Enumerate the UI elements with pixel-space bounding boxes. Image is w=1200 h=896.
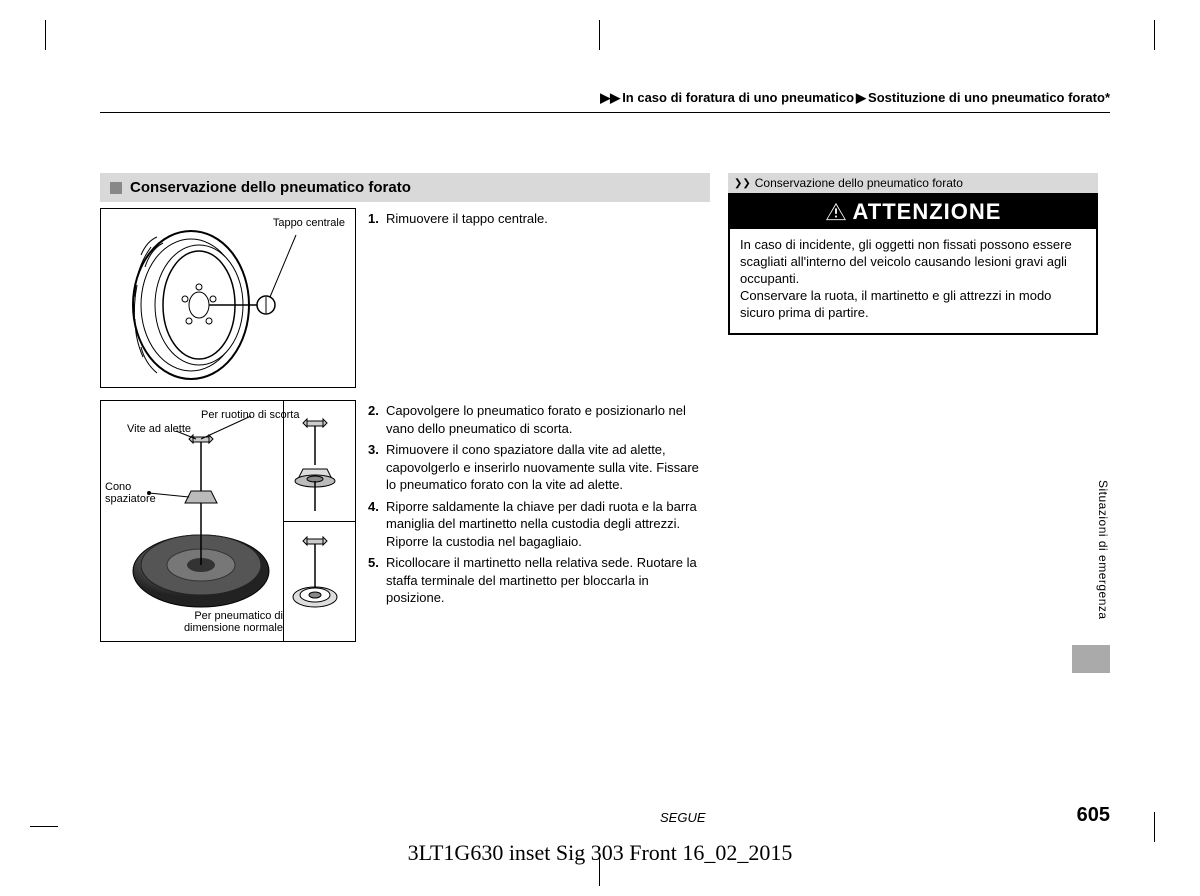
step-1-text: 1. Rimuovere il tappo centrale. — [368, 208, 710, 388]
step-body: Ricollocare il martinetto nella relativa… — [386, 554, 710, 607]
side-header-text: Conservazione dello pneumatico forato — [755, 176, 963, 190]
step-body: Riporre saldamente la chiave per dadi ru… — [386, 498, 710, 551]
chevron-icon: ❯❯ — [734, 178, 751, 189]
warning-title-text: ATTENZIONE — [853, 199, 1002, 225]
step-body: Rimuovere il cono spaziatore dalla vite … — [386, 441, 710, 494]
step-number: 1. — [368, 210, 386, 228]
step-number: 3. — [368, 441, 386, 494]
step-number: 2. — [368, 402, 386, 437]
warning-paragraph: In caso di incidente, gli oggetti non fi… — [740, 237, 1086, 288]
warning-paragraph: Conservare la ruota, il martinetto e gli… — [740, 288, 1086, 322]
page-number: 605 — [1077, 804, 1110, 827]
figure-tire-cap: Tappo centrale — [100, 208, 356, 388]
breadcrumb-arrow-icon: ▶ — [856, 90, 866, 106]
spare-tire-illustration-icon — [101, 401, 357, 643]
breadcrumb-part2: Sostituzione di uno pneumatico forato — [868, 90, 1105, 105]
crop-mark — [45, 20, 46, 50]
crop-mark — [599, 20, 600, 50]
breadcrumb-arrow-icon: ▶▶ — [600, 90, 620, 106]
side-column: ❯❯ Conservazione dello pneumatico forato… — [728, 173, 1098, 642]
side-tab-label: Situazioni di emergenza — [1096, 480, 1110, 620]
print-footer: 3LT1G630 inset Sig 303 Front 16_02_2015 — [0, 840, 1200, 866]
step-number: 4. — [368, 498, 386, 551]
crop-mark — [1154, 812, 1155, 842]
step-body: Capovolgere lo pneumatico forato e posiz… — [386, 402, 710, 437]
figure-spare-tire: Per ruotino di scorta Vite ad alette Con… — [100, 400, 356, 642]
section-marker-icon — [110, 182, 122, 194]
side-header: ❯❯ Conservazione dello pneumatico forato — [728, 173, 1098, 193]
tire-illustration-icon — [121, 227, 341, 382]
warning-title: ATTENZIONE — [730, 195, 1096, 229]
crop-mark — [1154, 20, 1155, 50]
warning-triangle-icon — [825, 202, 847, 222]
breadcrumb-asterisk: * — [1105, 90, 1110, 105]
section-title: Conservazione dello pneumatico forato — [100, 173, 710, 202]
breadcrumb-part1: In caso di foratura di uno pneumatico — [622, 90, 854, 105]
breadcrumb: ▶▶In caso di foratura di uno pneumatico▶… — [100, 90, 1110, 113]
warning-body: In caso di incidente, gli oggetti non fi… — [730, 229, 1096, 333]
main-column: Conservazione dello pneumatico forato Ta… — [100, 173, 710, 642]
step-body: Rimuovere il tappo centrale. — [386, 210, 710, 228]
section-title-text: Conservazione dello pneumatico forato — [130, 179, 411, 196]
continue-label: SEGUE — [660, 810, 706, 825]
steps-2-5: 2. Capovolgere lo pneumatico forato e po… — [368, 400, 710, 642]
step-number: 5. — [368, 554, 386, 607]
warning-box: ATTENZIONE In caso di incidente, gli ogg… — [728, 193, 1098, 335]
page-content: ▶▶In caso di foratura di uno pneumatico▶… — [100, 90, 1110, 642]
side-tab-marker — [1072, 645, 1110, 673]
crop-mark — [30, 826, 58, 827]
